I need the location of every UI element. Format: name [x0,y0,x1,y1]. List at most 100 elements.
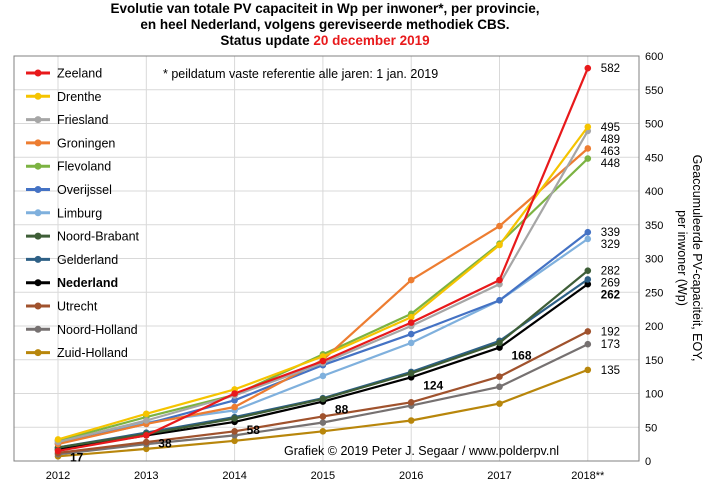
title-status-text: Status update [220,33,313,48]
nederland-value-label: 88 [335,403,349,417]
y-tick-label: 450 [645,152,663,164]
y-axis: 050100150200250300350400450500550600 [645,51,663,468]
legend-item: Limburg [26,206,102,220]
nederland-value-label: 38 [158,436,172,450]
y-tick-label: 200 [645,321,663,333]
data-point [496,277,503,284]
data-point [496,400,503,407]
title-line-2: en heel Nederland, volgens gereviseerde … [140,17,509,32]
credit-text: Grafiek © 2019 Peter J. Segaar / www.pol… [284,444,559,458]
title-date: 20 december 2019 [313,33,429,48]
legend-marker [35,186,42,193]
nederland-value-label: 168 [512,349,532,363]
x-tick-label: 2014 [222,470,246,482]
end-value-label: 135 [601,365,620,377]
legend-item: Utrecht [26,300,98,314]
legend-marker [35,93,42,100]
legend-label: Noord-Brabant [57,230,140,244]
legend-marker [35,326,42,333]
legend-marker [35,116,42,123]
legend-marker [35,233,42,240]
legend-item: Drenthe [26,90,102,104]
data-point [585,65,592,72]
legend-label: Drenthe [57,90,102,104]
end-value-label: 463 [601,146,620,158]
chart-container: Evolutie van totale PV capaciteit in Wp … [0,0,711,484]
legend-item: Groningen [26,136,115,150]
data-point [408,399,415,406]
legend-label: Gelderland [57,253,118,267]
legend-item: Noord-Holland [26,323,138,337]
data-point [320,396,327,403]
data-point [585,341,592,348]
nederland-value-label: 17 [70,451,84,465]
y-tick-label: 150 [645,355,663,367]
end-value-label: 329 [601,239,620,251]
legend-label: Groningen [57,136,115,150]
x-tick-label: 2016 [399,470,423,482]
legend-marker [35,349,42,356]
end-value-label: 173 [601,339,620,351]
data-point [496,383,503,390]
legend-item: Nederland [26,276,118,290]
y-tick-label: 0 [645,456,651,468]
data-point [408,417,415,424]
y-tick-label: 550 [645,85,663,97]
end-value-label: 582 [601,63,620,75]
x-tick-label: 2017 [487,470,511,482]
end-labels: 582495489463448339329282269262192173135 [601,63,620,377]
nederland-value-label: 58 [247,423,261,437]
legend-item: Gelderland [26,253,118,267]
data-point [320,358,327,365]
data-point [408,319,415,326]
legend-item: Friesland [26,113,108,127]
legend-item: Overijssel [26,183,112,197]
legend-marker [35,139,42,146]
legend-item: Zeeland [26,67,102,81]
data-point [143,439,150,446]
data-point [143,417,150,424]
y-axis-title-line-1: Geaccumuleerde PV-capaciteit, EOY, [690,155,704,362]
data-point [496,373,503,380]
legend-marker [35,279,42,286]
data-point [320,413,327,420]
y-tick-label: 600 [645,51,663,63]
data-point [143,432,150,439]
data-point [496,242,503,249]
y-axis-title-line-2: per inwoner (Wp) [675,210,689,306]
x-axis: 2012 2013 2014 2015 2016 2017 2018** [46,470,605,482]
data-point [408,277,415,284]
end-value-label: 448 [601,158,620,170]
legend-label: Limburg [57,206,102,220]
data-point [320,428,327,435]
reference-note: * peildatum vaste referentie alle jaren:… [163,67,438,81]
end-value-label: 282 [601,266,620,278]
y-tick-label: 100 [645,389,663,401]
end-value-label: 489 [601,134,620,146]
x-tick-label: 2012 [46,470,70,482]
nederland-value-label: 124 [423,378,443,392]
data-point [408,370,415,377]
legend-label: Nederland [57,276,118,290]
legend-marker [35,256,42,263]
x-tick-label: 2013 [134,470,158,482]
x-tick-label: 2015 [311,470,335,482]
y-tick-label: 50 [645,422,657,434]
legend: Zeeland Drenthe Friesland Groningen Flevolan… [26,67,140,361]
x-tick-label: 2018** [571,470,605,482]
legend-label: Noord-Holland [57,323,138,337]
data-point [585,276,592,283]
chart-title: Evolutie van totale PV capaciteit in Wp … [110,1,539,48]
data-point [585,267,592,274]
legend-label: Flevoland [57,160,111,174]
data-point [231,390,238,397]
line-chart: Evolutie van totale PV capaciteit in Wp … [0,0,711,484]
legend-label: Overijssel [57,183,112,197]
end-value-label: 269 [601,278,620,290]
data-point [496,223,503,230]
data-point [496,340,503,347]
y-tick-label: 350 [645,220,663,232]
legend-marker [35,209,42,216]
end-value-label: 262 [601,290,620,302]
y-tick-label: 500 [645,119,663,131]
